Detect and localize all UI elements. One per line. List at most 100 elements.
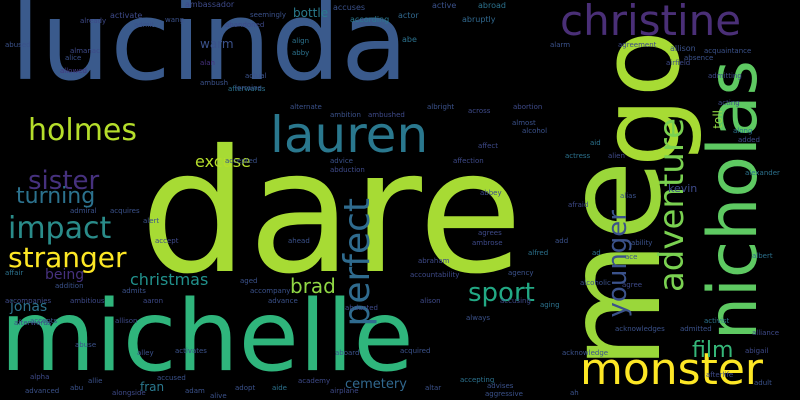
- word-accused: accused: [157, 374, 186, 382]
- word-dare: dare: [140, 114, 523, 312]
- word-abuse: abuse: [75, 341, 97, 349]
- word-bottle: bottle: [293, 6, 329, 20]
- word-abused: abused: [5, 41, 31, 49]
- word-alpha: alpha: [30, 373, 50, 381]
- word-wang: wang: [165, 16, 184, 24]
- word-advice: advice: [330, 157, 353, 165]
- word-always: always: [466, 314, 491, 322]
- word-accepted: accepted: [225, 157, 258, 165]
- word-active: active: [432, 1, 457, 10]
- word-christine: christine: [560, 0, 742, 45]
- word-accusing: accusing: [500, 297, 531, 305]
- word-alexander: alexander: [745, 169, 780, 177]
- word-admitting: admitting: [708, 72, 742, 80]
- word-aged: aged: [240, 277, 258, 285]
- word-admit: admit: [134, 21, 155, 29]
- word-already: already: [80, 17, 107, 25]
- word-being: being: [45, 267, 85, 283]
- word-actual: actual: [245, 72, 267, 80]
- word-excuse: excuse: [195, 152, 251, 171]
- word-accompanies: accompanies: [5, 297, 52, 305]
- word-afterlife: afterlife: [706, 371, 734, 379]
- word-adventure: adventure: [652, 118, 692, 293]
- word-acting: acting: [718, 99, 740, 107]
- word-abducted: abducted: [345, 304, 378, 312]
- word-stranger: stranger: [8, 241, 127, 274]
- word-younger: younger: [603, 210, 633, 318]
- word-ambushed: ambushed: [368, 111, 405, 119]
- word-absence: absence: [684, 54, 714, 62]
- word-alley: alley: [137, 349, 154, 357]
- word-cemetery: cemetery: [345, 377, 407, 392]
- word-almanac: almanac: [70, 47, 100, 55]
- word-admits: admits: [122, 287, 146, 295]
- word-ambush: ambush: [200, 79, 229, 87]
- word-holmes: holmes: [28, 113, 138, 148]
- word-addition: addition: [55, 282, 84, 290]
- word-ad: ad: [592, 249, 601, 257]
- word-accuses: accuses: [333, 3, 366, 12]
- word-ah: ah: [570, 389, 579, 397]
- word-abortion: abortion: [513, 103, 543, 111]
- word-airplane: airplane: [330, 387, 359, 395]
- word-afterwards: afterwards: [228, 85, 266, 93]
- word-kevin: kevin: [668, 182, 698, 195]
- word-turning: turning: [16, 184, 96, 209]
- word-acknowledge: acknowledge: [562, 349, 609, 357]
- word-ambition: ambition: [330, 111, 361, 119]
- word-academy: academy: [298, 377, 331, 385]
- word-allison: allison: [670, 44, 696, 53]
- word-ambassador: ambassador: [185, 0, 235, 9]
- word-advance: advance: [268, 297, 298, 305]
- word-aging: aging: [540, 301, 560, 309]
- word-allie: allie: [88, 377, 103, 385]
- word-agree: agree: [622, 281, 643, 289]
- word-activist: activist: [704, 317, 730, 325]
- word-alice: alice: [65, 54, 82, 62]
- word-warm: warm: [200, 37, 234, 51]
- word-alcoholic: alcoholic: [580, 279, 611, 287]
- word-michelle: michelle: [0, 280, 414, 394]
- word-aboard: aboard: [335, 349, 360, 357]
- word-fran: fran: [140, 380, 165, 394]
- word-alison: alison: [420, 297, 441, 305]
- word-accountability: accountability: [410, 271, 460, 279]
- word-albert: albert: [752, 252, 773, 260]
- word-add: add: [555, 237, 569, 245]
- word-afterwards2: afterwards: [14, 319, 52, 327]
- word-brad: brad: [290, 274, 336, 298]
- word-agreement: agreement: [618, 41, 657, 49]
- word-abigail: abigail: [745, 347, 769, 355]
- word-alongside: alongside: [112, 389, 146, 397]
- word-ace: ace: [625, 253, 638, 261]
- word-ambrose: ambrose: [472, 239, 503, 247]
- word-accept: accept: [155, 237, 179, 245]
- word-ahead: ahead: [288, 237, 310, 245]
- word-afraid: afraid: [568, 201, 589, 209]
- word-admitted: admitted: [680, 325, 712, 333]
- word-abbey: abbey: [480, 189, 502, 197]
- word-aaron: aaron: [143, 297, 164, 305]
- word-altar: altar: [425, 384, 442, 392]
- word-albright: albright: [427, 103, 455, 111]
- word-ability: ability: [631, 239, 653, 247]
- word-alarm: alarm: [550, 41, 571, 49]
- word-alias: alias: [620, 192, 637, 200]
- word-according: according: [350, 15, 390, 24]
- word-alfred: alfred: [528, 249, 549, 257]
- word-abruptly: abruptly: [462, 15, 496, 24]
- word-allison2: allison: [115, 317, 138, 325]
- word-advises: advises: [487, 382, 514, 390]
- word-acquaintance: acquaintance: [704, 47, 752, 55]
- word-lauren: lauren: [270, 106, 429, 164]
- word-impact: impact: [8, 211, 112, 246]
- word-accompany: accompany: [250, 287, 291, 295]
- word-aide: aide: [272, 384, 287, 392]
- word-along: along: [733, 127, 753, 135]
- word-abby: abby: [292, 49, 310, 57]
- word-affair: affair: [5, 269, 24, 277]
- word-sport: sport: [468, 278, 535, 308]
- word-agrees: agrees: [478, 229, 502, 237]
- word-sister: sister: [28, 166, 100, 196]
